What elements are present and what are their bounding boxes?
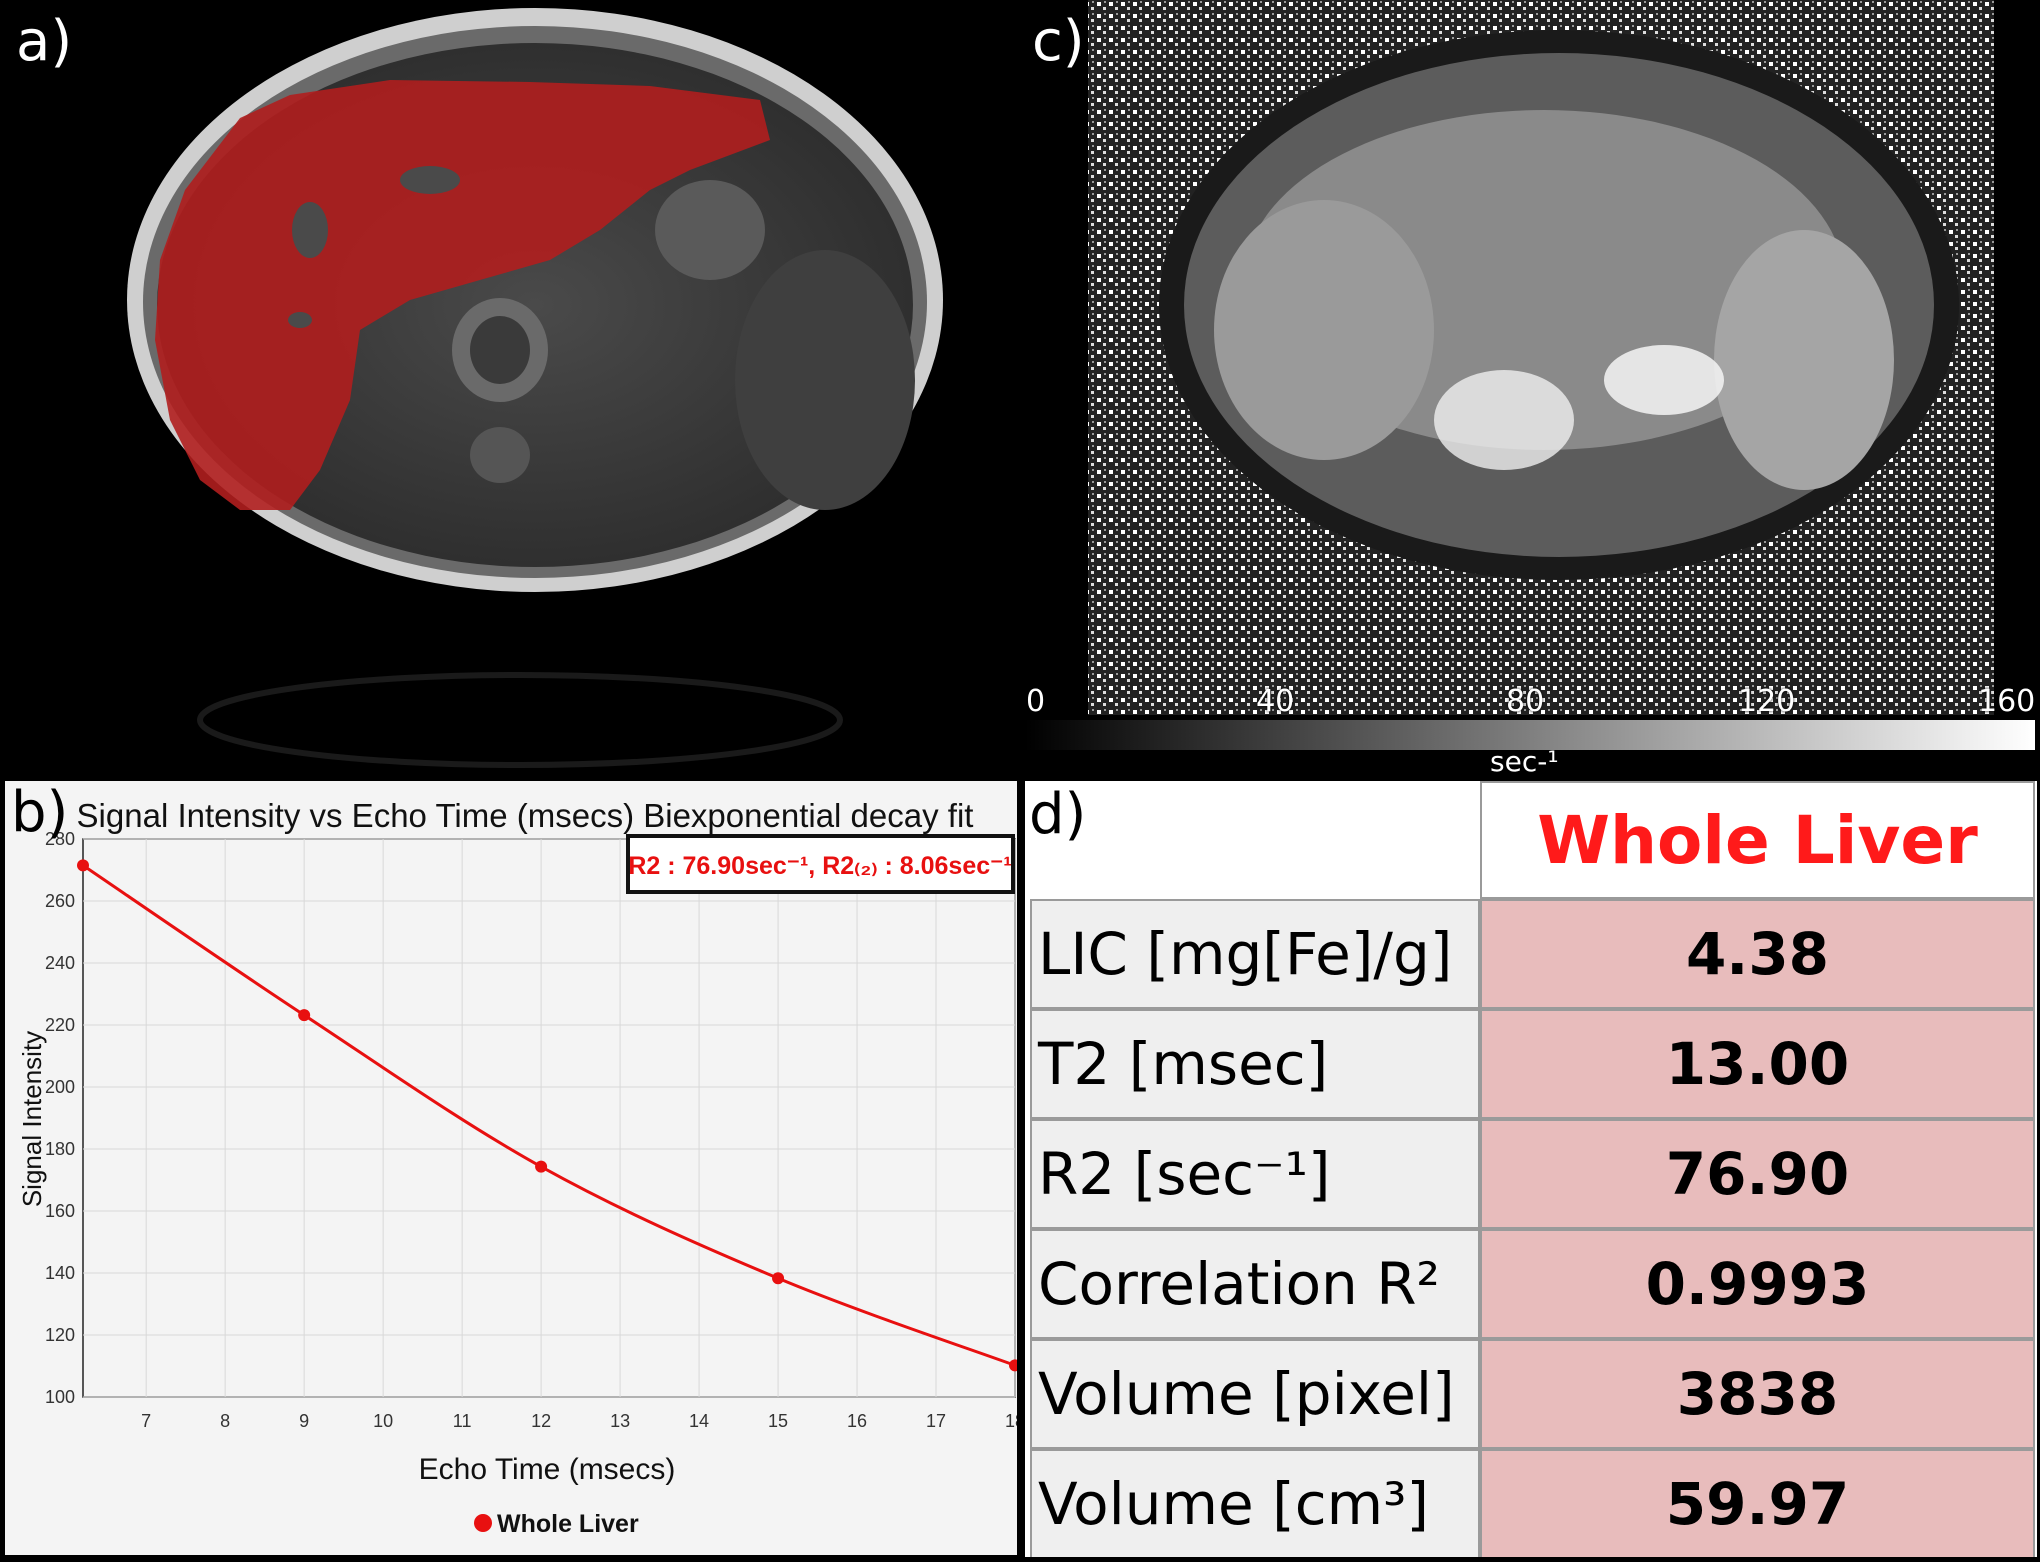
x-tick-label: 9 (299, 1411, 309, 1431)
table-row-value: 0.9993 (1480, 1229, 2035, 1339)
x-tick-label: 8 (220, 1411, 230, 1431)
y-tick-label: 200 (45, 1077, 75, 1097)
legend-label: Whole Liver (497, 1510, 639, 1538)
plot-area (82, 838, 1016, 1398)
x-tick-label: 13 (610, 1411, 630, 1431)
liver-segmentation-overlay (155, 80, 770, 510)
y-tick-label: 140 (45, 1263, 75, 1283)
y-tick-label: 100 (45, 1387, 75, 1407)
table-row-value: 4.38 (1480, 899, 2035, 1009)
table-row-value: 76.90 (1480, 1119, 2035, 1229)
table-row-label: R2 [sec⁻¹] (1030, 1119, 1480, 1229)
colorbar-unit: sec-¹ (1490, 745, 1559, 775)
x-tick-label: 10 (373, 1411, 393, 1431)
x-tick-label: 16 (847, 1411, 867, 1431)
y-axis-label: Signal Intensity (17, 1031, 47, 1207)
x-tick-label: 14 (689, 1411, 709, 1431)
y-tick-label: 160 (45, 1201, 75, 1221)
panel-a-mri-segmentation: a) (10, 0, 1016, 775)
annotation-box (626, 834, 1015, 894)
chart-title: Signal Intensity vs Echo Time (msecs) Bi… (77, 797, 974, 834)
panel-c-label: c) (1032, 9, 1085, 74)
y-tick-label: 220 (45, 1015, 75, 1035)
table-row-value: 59.97 (1480, 1449, 2035, 1557)
y-tick-label: 180 (45, 1139, 75, 1159)
colorbar-tick-120: 120 (1738, 684, 1796, 719)
mri-segmentation-image (127, 8, 943, 768)
table-row-value: 13.00 (1480, 1009, 2035, 1119)
data-point (1009, 1359, 1017, 1372)
legend-marker (474, 1514, 492, 1532)
data-point (77, 859, 89, 872)
panel-d-label: d) (1029, 782, 1087, 847)
data-point (298, 1009, 311, 1022)
panel-a-label: a) (16, 9, 73, 74)
table-row-label: Correlation R² (1030, 1229, 1480, 1339)
table-row-label: Volume [cm³] (1030, 1449, 1480, 1557)
colorbar-tick-80: 80 (1506, 684, 1545, 719)
panel-d-results-table: d) Whole Liver LIC [mg[Fe]/g] 4.38 T2 [msec… (1022, 778, 2040, 1560)
table-row-label: LIC [mg[Fe]/g] (1030, 899, 1480, 1009)
x-tick-label: 12 (531, 1411, 551, 1431)
table-row-label: T2 [msec] (1030, 1009, 1480, 1119)
colorbar-tick-160: 160 (1978, 684, 2036, 719)
x-tick-label: 15 (768, 1411, 788, 1431)
data-point (772, 1272, 785, 1285)
x-tick-label: 17 (926, 1411, 946, 1431)
colorbar (1025, 720, 2035, 750)
r2-map-image (1025, 0, 2035, 750)
panel-c-r2-map: c) 0 40 80 120 160 sec-¹ (1024, 0, 2040, 775)
table-row-value: 3838 (1480, 1339, 2035, 1449)
panel-b-decay-chart: Signal Intensity vs Echo Time (msecs) Bi… (2, 778, 1020, 1558)
y-tick-label: 280 (45, 829, 75, 849)
table-header-whole-liver: Whole Liver (1480, 781, 2035, 899)
colorbar-tick-40: 40 (1256, 684, 1295, 719)
y-tick-label: 240 (45, 953, 75, 973)
panel-b-label: b) (11, 780, 69, 845)
x-tick-label: 7 (141, 1411, 151, 1431)
decay-chart: Signal Intensity vs Echo Time (msecs) Bi… (17, 797, 1017, 1538)
data-point (535, 1160, 548, 1173)
annotation-text: R2 : 76.90sec⁻¹, R2₍₂₎ : 8.06sec⁻¹ (628, 852, 1011, 880)
x-tick-label: 18 (1005, 1411, 1017, 1431)
x-tick-label: 11 (453, 1411, 472, 1431)
table-row-label: Volume [pixel] (1030, 1339, 1480, 1449)
y-tick-label: 260 (45, 891, 75, 911)
x-axis-label: Echo Time (msecs) (419, 1453, 676, 1486)
colorbar-tick-0: 0 (1026, 684, 1046, 719)
y-tick-label: 120 (45, 1325, 75, 1345)
